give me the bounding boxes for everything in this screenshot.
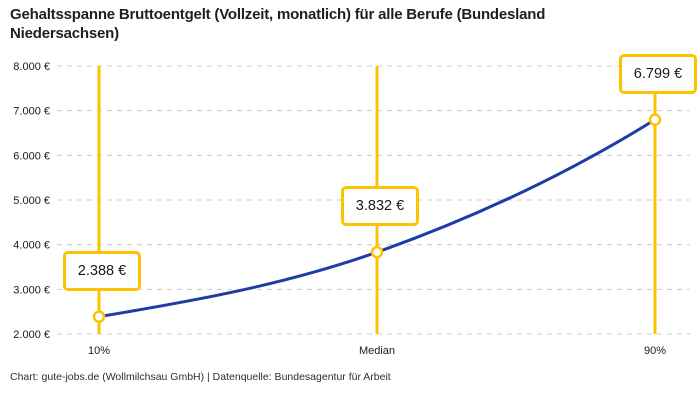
y-tick-label: 3.000 € [13,284,50,296]
data-point-marker [648,113,662,126]
data-point-marker [92,310,106,323]
y-tick-label: 4.000 € [13,240,50,252]
chart-attribution: Chart: gute-jobs.de (Wollmilchsau GmbH) … [10,371,391,383]
y-tick-label: 5.000 € [13,195,50,207]
chart-title: Gehaltsspanne Bruttoentgelt (Vollzeit, m… [10,5,690,43]
x-tick-label: 10% [88,345,110,357]
chart-title-line2: Niedersachsen) [10,25,119,42]
value-label-box-90%: 6.799 € [619,53,697,94]
x-tick-label: 90% [644,345,666,357]
y-tick-label: 6.000 € [13,150,50,162]
value-label-box-10%: 2.388 € [63,250,141,291]
x-tick-label: Median [359,345,395,357]
y-tick-label: 2.000 € [13,329,50,341]
y-tick-label: 7.000 € [13,106,50,118]
data-point-marker [370,245,384,259]
chart-title-line1: Gehaltsspanne Bruttoentgelt (Vollzeit, m… [10,6,546,23]
y-tick-label: 8.000 € [13,61,50,73]
value-label-box-median: 3.832 € [341,186,419,227]
